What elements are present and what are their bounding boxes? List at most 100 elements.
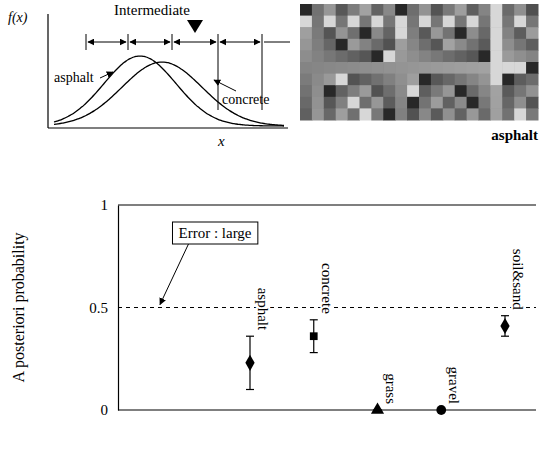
texture-cell bbox=[526, 50, 538, 62]
texture-cell bbox=[312, 62, 324, 74]
texture-cell bbox=[443, 97, 455, 109]
texture-cell bbox=[490, 74, 502, 86]
texture-cell bbox=[431, 74, 443, 86]
texture-cell bbox=[526, 16, 538, 28]
point-label: grass bbox=[383, 373, 399, 404]
texture-cell bbox=[371, 85, 383, 97]
texture-cell bbox=[348, 27, 360, 39]
texture-cell bbox=[395, 16, 407, 28]
texture-cell bbox=[467, 50, 479, 62]
texture-cell bbox=[348, 97, 360, 109]
point-marker bbox=[310, 332, 318, 340]
texture-cell bbox=[336, 97, 348, 109]
texture-cell bbox=[431, 27, 443, 39]
texture-cell bbox=[371, 27, 383, 39]
texture-cell bbox=[490, 39, 502, 51]
curve-label-arrow bbox=[214, 80, 236, 91]
texture-cell bbox=[443, 16, 455, 28]
texture-cell bbox=[443, 50, 455, 62]
texture-cell bbox=[336, 16, 348, 28]
texture-cell bbox=[455, 85, 467, 97]
y-tick: 0 bbox=[101, 402, 119, 418]
texture-cell bbox=[336, 74, 348, 86]
texture-cell bbox=[502, 4, 514, 16]
texture-cell bbox=[312, 74, 324, 86]
texture-cell bbox=[514, 27, 526, 39]
texture-cell bbox=[419, 74, 431, 86]
texture-cell bbox=[383, 62, 395, 74]
texture-cell bbox=[395, 27, 407, 39]
texture-cell bbox=[371, 4, 383, 16]
texture-cell bbox=[443, 39, 455, 51]
annotation-text: Error : large bbox=[178, 225, 251, 241]
texture-cell bbox=[479, 74, 491, 86]
texture-cell bbox=[312, 50, 324, 62]
texture-cell bbox=[467, 16, 479, 28]
texture-cell bbox=[526, 62, 538, 74]
texture-cell bbox=[455, 108, 467, 120]
point-marker bbox=[245, 355, 254, 371]
texture-cell bbox=[348, 85, 360, 97]
texture-cell bbox=[526, 85, 538, 97]
texture-cell bbox=[395, 85, 407, 97]
texture-cell bbox=[455, 74, 467, 86]
texture-cell bbox=[502, 50, 514, 62]
texture-cell bbox=[324, 27, 336, 39]
texture-cell bbox=[383, 4, 395, 16]
texture-cell bbox=[371, 108, 383, 120]
texture-cell bbox=[455, 62, 467, 74]
texture-cell bbox=[502, 39, 514, 51]
texture-cell bbox=[300, 108, 312, 120]
texture-cell bbox=[443, 27, 455, 39]
texture-cell bbox=[419, 16, 431, 28]
texture-cell bbox=[526, 4, 538, 16]
texture-cell bbox=[407, 62, 419, 74]
texture-cell bbox=[526, 39, 538, 51]
error-bar-cap bbox=[310, 319, 318, 320]
texture-cell bbox=[490, 108, 502, 120]
annotation: Error : large bbox=[160, 222, 258, 305]
point-marker bbox=[500, 318, 509, 334]
texture-cell bbox=[514, 108, 526, 120]
texture-cell bbox=[490, 27, 502, 39]
texture-cell bbox=[479, 4, 491, 16]
texture-cell bbox=[419, 62, 431, 74]
texture-cell bbox=[383, 16, 395, 28]
texture-cell bbox=[514, 97, 526, 109]
sketch-curve bbox=[54, 62, 284, 125]
texture-cell bbox=[336, 85, 348, 97]
texture-cell bbox=[336, 4, 348, 16]
texture-cell bbox=[419, 97, 431, 109]
texture-cell bbox=[348, 108, 360, 120]
texture-cell bbox=[490, 50, 502, 62]
texture-cell bbox=[383, 97, 395, 109]
texture-cell bbox=[312, 97, 324, 109]
texture-cell bbox=[312, 16, 324, 28]
y-tick-label: 1 bbox=[101, 197, 109, 213]
texture-label: asphalt bbox=[491, 127, 538, 143]
error-bar-cap bbox=[501, 336, 509, 337]
texture-image: asphalt bbox=[300, 4, 539, 143]
error-bar-cap bbox=[246, 389, 254, 390]
texture-cell bbox=[490, 62, 502, 74]
interval-divider bbox=[86, 34, 87, 50]
sketch-axis-y bbox=[47, 14, 48, 128]
y-axis-title: A posteriori probability bbox=[10, 232, 28, 382]
texture-cell bbox=[455, 97, 467, 109]
sketch-y-label: f(x) bbox=[8, 10, 28, 26]
texture-cell bbox=[479, 50, 491, 62]
y-axis: 00.51 bbox=[89, 197, 118, 418]
texture-cell bbox=[514, 39, 526, 51]
texture-cell bbox=[407, 50, 419, 62]
texture-cell bbox=[479, 16, 491, 28]
texture-cell bbox=[431, 108, 443, 120]
texture-cell bbox=[467, 39, 479, 51]
error-bar-cap bbox=[310, 352, 318, 353]
texture-cell bbox=[312, 108, 324, 120]
grid-line bbox=[118, 204, 536, 205]
texture-cell bbox=[371, 39, 383, 51]
texture-cell bbox=[360, 27, 372, 39]
texture-cell bbox=[383, 85, 395, 97]
error-bar-cap bbox=[246, 336, 254, 337]
texture-cell bbox=[324, 16, 336, 28]
